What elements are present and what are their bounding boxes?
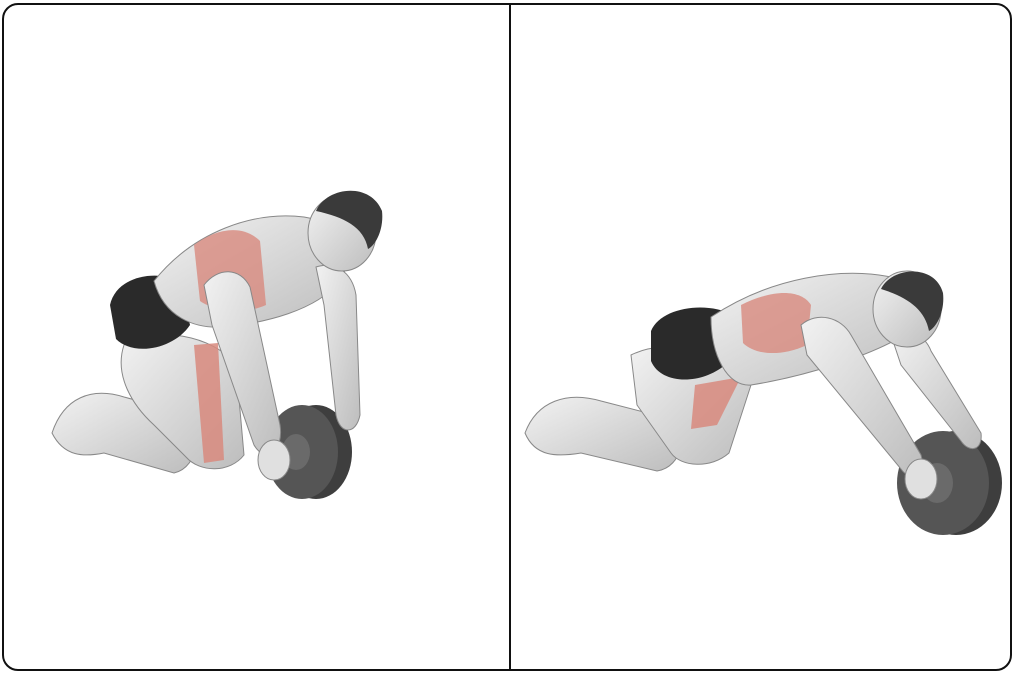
image-frame xyxy=(2,3,1012,671)
muscle-highlight-core xyxy=(741,293,811,353)
panel-start-position xyxy=(4,5,509,669)
athlete-extended-illustration xyxy=(511,5,1012,671)
panel-extended-position xyxy=(511,5,1012,669)
athlete-start-illustration xyxy=(4,5,509,671)
